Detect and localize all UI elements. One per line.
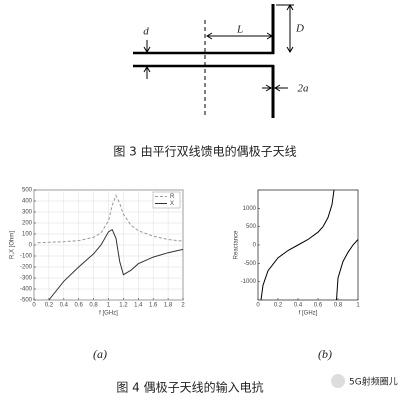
y-tick-label: 0	[253, 243, 257, 249]
y-tick-label: 0	[29, 243, 33, 249]
y-axis-label: Reactance	[234, 230, 240, 259]
legend-label: R	[170, 194, 175, 200]
x-tick-label: 0.2	[45, 303, 54, 309]
x-tick-label: 1	[356, 303, 360, 309]
x-tick-label: 0.4	[294, 303, 303, 309]
antenna-diagram	[133, 4, 294, 118]
x-tick-label: 2	[181, 303, 185, 309]
x-tick-label: 0	[32, 303, 36, 309]
y-tick-label: -1000	[241, 279, 257, 285]
y-axis-label: R,X [Ohm]	[10, 231, 16, 259]
y-tick-label: -200	[20, 265, 33, 271]
y-tick-label: 500	[22, 188, 33, 194]
x-tick-label: 0.6	[75, 303, 84, 309]
y-tick-label: -500	[20, 298, 33, 304]
x-tick-label: 1.4	[134, 303, 143, 309]
y-tick-label: -400	[20, 287, 33, 293]
figure-caption: 图 3 由平行双线馈电的偶极子天线	[113, 144, 296, 159]
y-tick-label: -300	[20, 276, 33, 282]
panel-label: (a)	[93, 347, 107, 361]
panel-label: (b)	[318, 347, 332, 361]
x-axis-label: f [GHz]	[299, 311, 318, 317]
x-tick-label: 0.2	[274, 303, 283, 309]
data-line	[48, 228, 184, 301]
y-tick-label: -500	[244, 261, 257, 267]
data-line	[37, 194, 184, 244]
y-tick-label: 1000	[243, 206, 257, 212]
y-tick-label: 300	[22, 210, 33, 216]
x-tick-label: 0.8	[89, 303, 98, 309]
label-big-d: D	[295, 23, 304, 35]
x-tick-label: 0.8	[334, 303, 343, 309]
legend-label: X	[170, 201, 174, 207]
x-tick-label: 0.6	[314, 303, 323, 309]
data-line	[260, 189, 359, 301]
y-tick-label: 200	[22, 221, 33, 227]
x-tick-label: 0	[256, 303, 260, 309]
y-tick-label: -100	[20, 254, 33, 260]
watermark: 5G射频圈儿	[349, 376, 398, 388]
y-tick-label: 100	[22, 232, 33, 238]
watermark-icon	[331, 374, 345, 388]
label-l: L	[236, 24, 243, 36]
x-axis-label: f [GHz]	[99, 311, 118, 317]
x-tick-label: 0.4	[60, 303, 69, 309]
figure-caption: 图 4 偶极子天线的输入电抗	[116, 380, 263, 395]
x-tick-label: 1.2	[119, 303, 128, 309]
x-tick-label: 1	[107, 303, 111, 309]
y-tick-label: 400	[22, 199, 33, 205]
x-tick-label: 1.8	[164, 303, 173, 309]
label-2a: 2a	[298, 83, 310, 95]
x-tick-label: 1.6	[149, 303, 158, 309]
y-tick-label: 500	[246, 224, 257, 230]
plot-area	[257, 189, 359, 301]
legend-box	[152, 191, 181, 209]
label-d: d	[143, 26, 149, 38]
